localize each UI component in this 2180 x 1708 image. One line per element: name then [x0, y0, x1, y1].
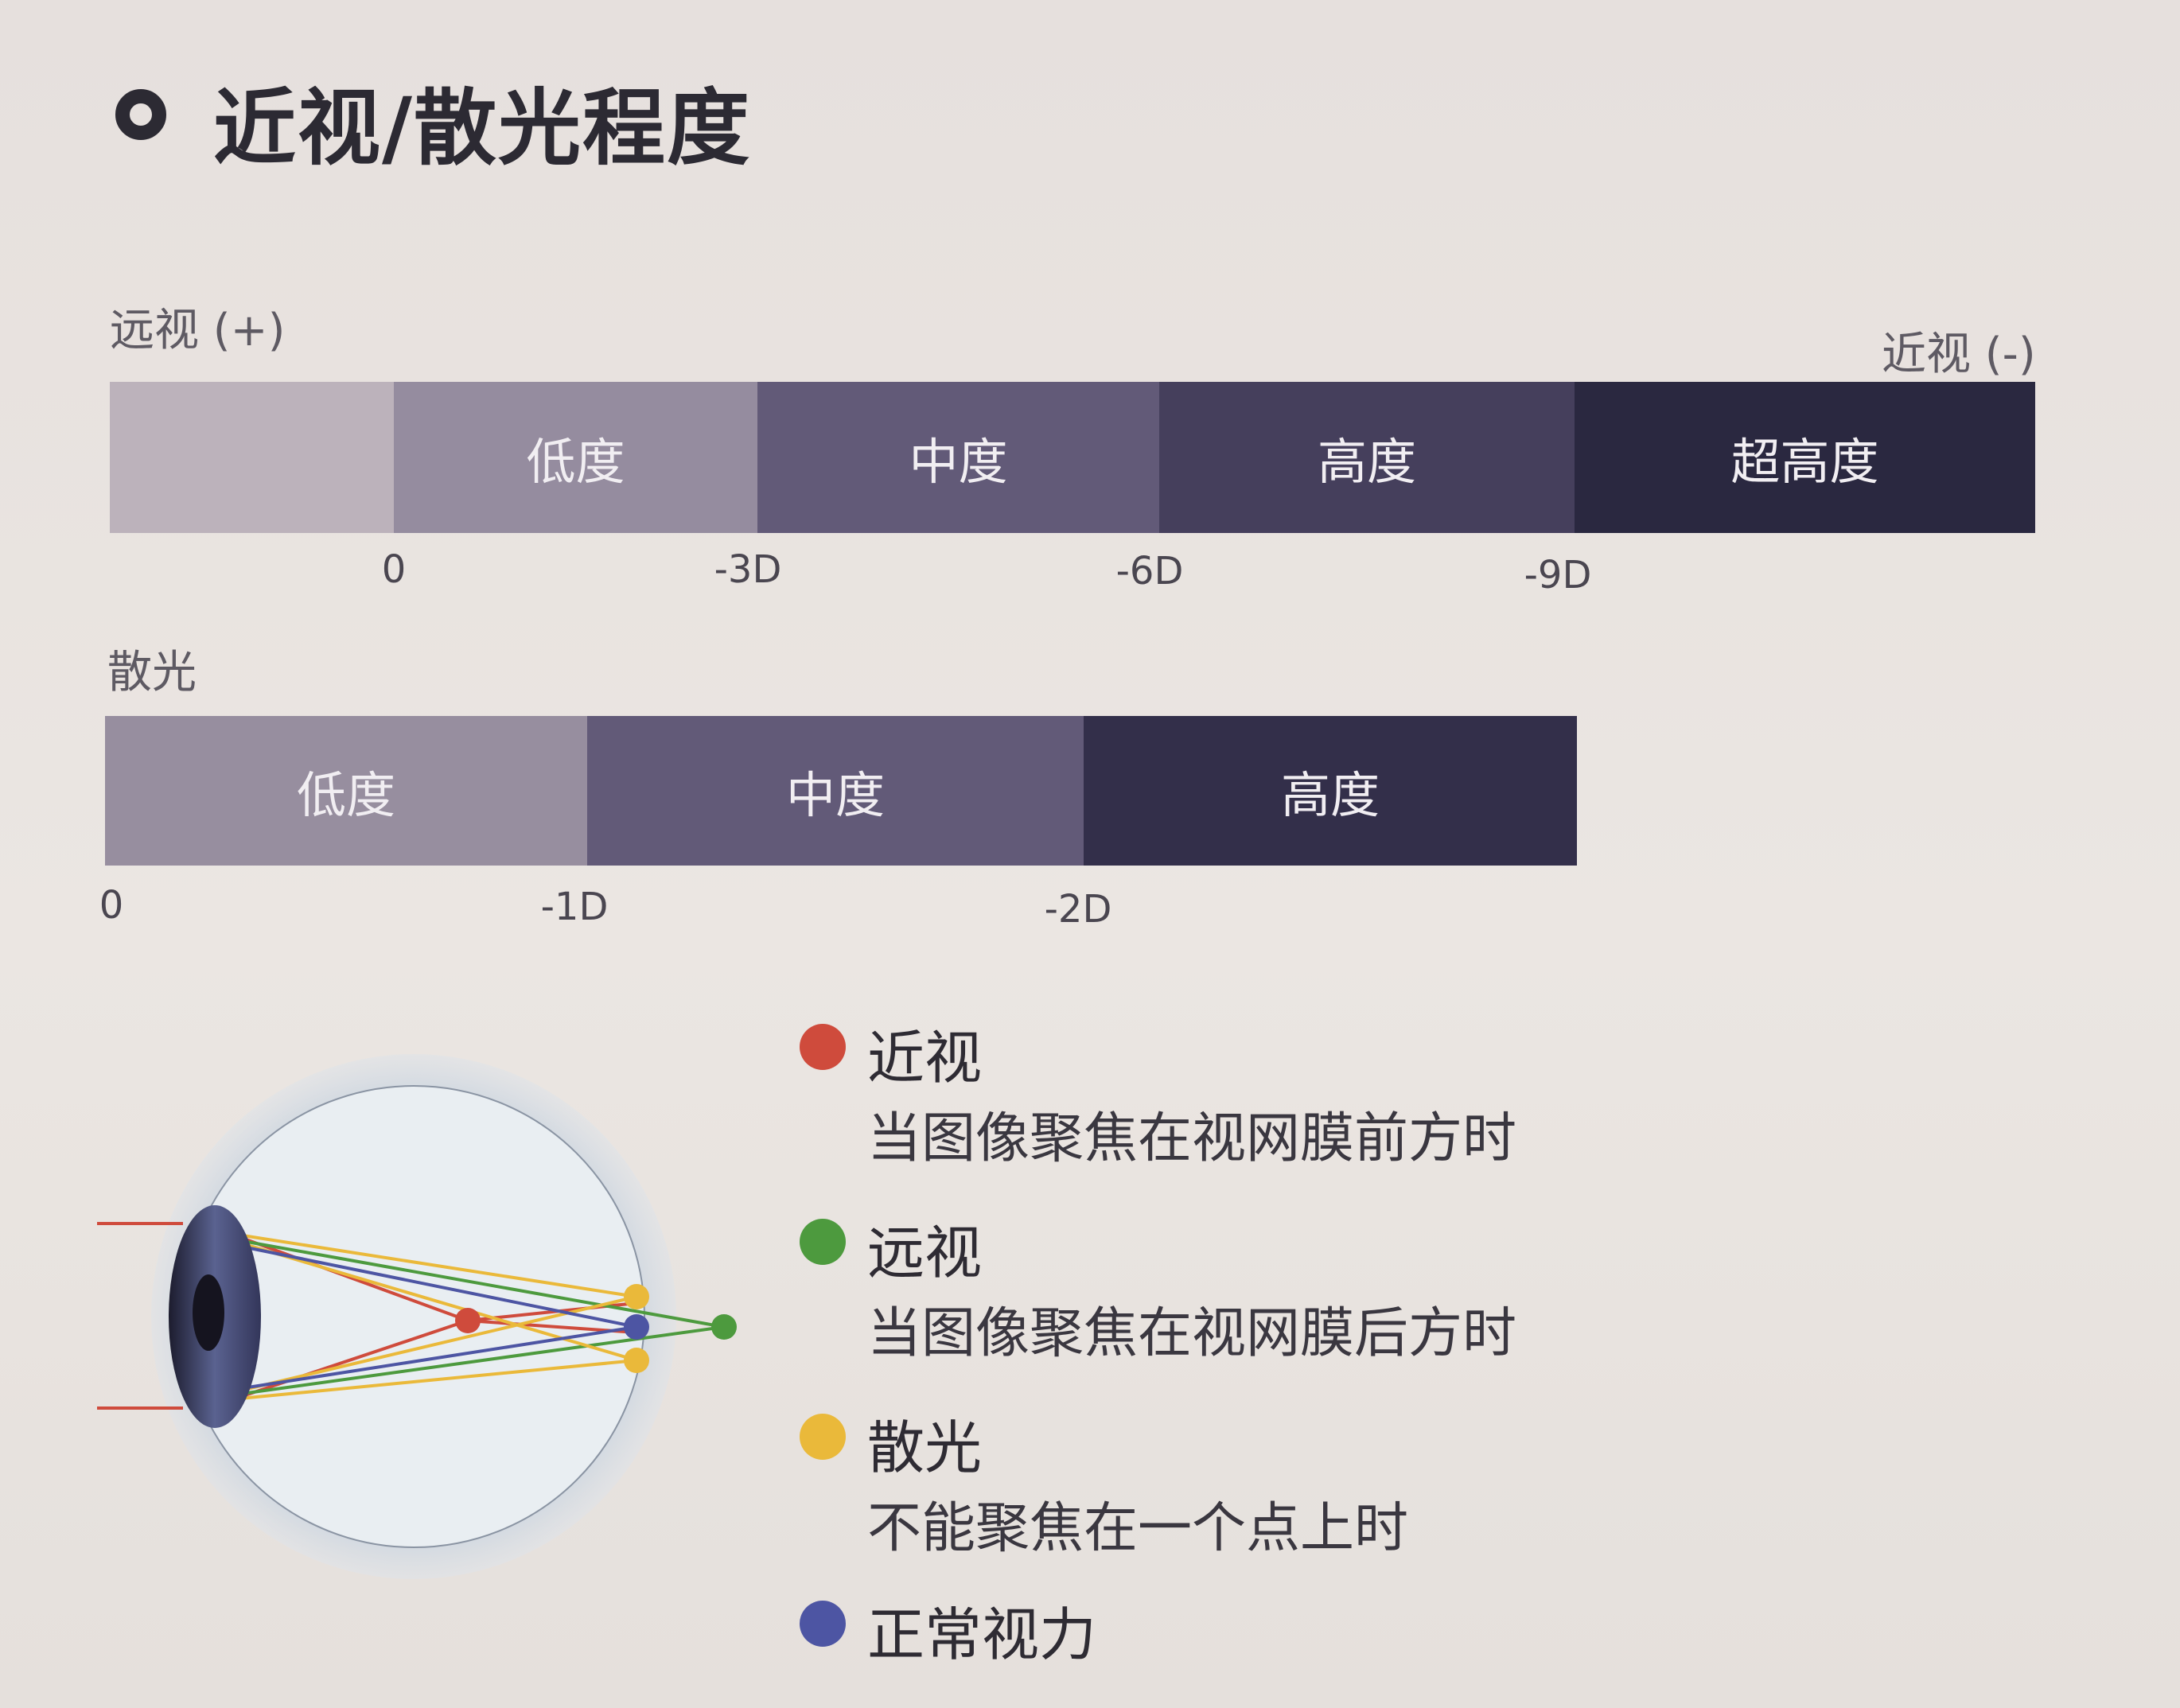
myopia-segment-moderate: 中度 — [757, 382, 1159, 533]
myopia-minus-label: 近视 (-) — [1882, 329, 2036, 380]
normal-ray — [206, 1238, 637, 1395]
legend-title: 近视 — [867, 1025, 983, 1091]
astigmatism-tick: -2D — [1044, 887, 1112, 932]
myopia-segment-low: 低度 — [394, 382, 757, 533]
astigmatism-scale-bar: 低度 中度 高度 — [105, 716, 1577, 866]
myopia-tick: -3D — [714, 547, 782, 592]
astigmatism-label: 散光 — [107, 647, 197, 698]
myopia-segment-high: 高度 — [1159, 382, 1575, 533]
normal-focus-point — [624, 1314, 649, 1340]
hyperopia-ray — [206, 1233, 725, 1329]
astigmatism-focus-point — [624, 1348, 649, 1373]
legend-title: 远视 — [867, 1220, 983, 1286]
legend-description: 当图像聚焦在视网膜后方时 — [867, 1302, 1517, 1365]
pupil — [193, 1274, 224, 1351]
legend-title: 正常视力 — [867, 1601, 1097, 1668]
astigmatism-tick: -1D — [540, 885, 609, 929]
eye-illustration — [97, 1054, 737, 1579]
astigmatism-segment-high: 高度 — [1084, 716, 1577, 866]
red-dot-icon — [800, 1024, 846, 1070]
legend-description: 不能聚焦在一个点上时 — [867, 1497, 1409, 1560]
myopia-tick: -9D — [1524, 553, 1592, 597]
legend-description: 当图像聚焦在视网膜前方时 — [867, 1107, 1517, 1170]
myopia-segment-very-high: 超高度 — [1575, 382, 2035, 533]
myopia-focus-point — [455, 1308, 481, 1333]
hyperopia-plus-label: 远视 (+) — [110, 305, 286, 356]
blue-dot-icon — [800, 1601, 846, 1647]
eye-diagram — [88, 1034, 772, 1610]
hyperopia-focus-point — [711, 1314, 737, 1340]
myopia-segment — [110, 382, 394, 533]
myopia-scale-bar: 低度 中度 高度 超高度 — [110, 382, 2035, 533]
astigmatism-tick: 0 — [99, 883, 124, 928]
astigmatism-segment-moderate: 中度 — [587, 716, 1084, 866]
myopia-tick: 0 — [381, 547, 407, 592]
astigmatism-focus-point — [624, 1284, 649, 1309]
green-dot-icon — [800, 1219, 846, 1265]
legend-title: 散光 — [867, 1414, 983, 1481]
astigmatism-segment-low: 低度 — [105, 716, 587, 866]
page-title: 近视/散光程度 — [213, 80, 751, 177]
title-circle-icon — [115, 89, 166, 140]
yellow-dot-icon — [800, 1414, 846, 1460]
myopia-tick: -6D — [1115, 549, 1184, 593]
